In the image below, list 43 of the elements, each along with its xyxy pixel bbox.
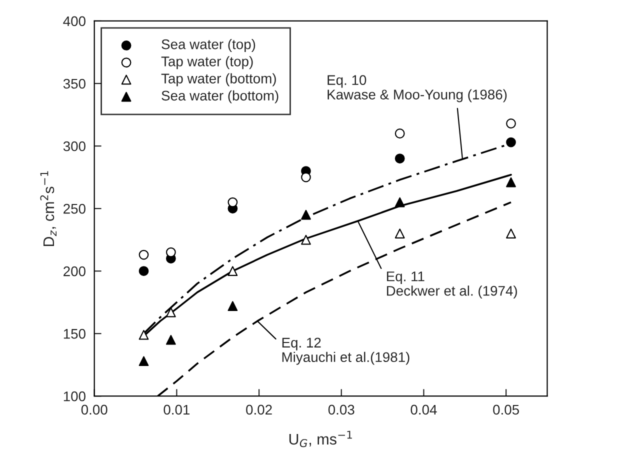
legend-label: Tap water (bottom) [161,73,276,86]
y-tick-label: 100 [64,391,86,402]
y-tick-label: 150 [64,328,86,339]
annotation: Eq. 10 Kawase & Moo-Young (1986) [328,75,507,102]
point [138,330,149,340]
point [166,247,176,258]
x-tick-label: 0.04 [410,404,437,415]
point [506,137,516,148]
point [301,210,311,220]
y-tick-label: 300 [63,141,86,152]
legend-label: Sea water (top) [162,39,256,52]
x-tick-label: 0.00 [81,404,108,415]
x-tick-label: 0.03 [328,404,354,415]
y-tick-label: 250 [64,204,86,214]
x-tick-label: 0.02 [246,404,272,415]
point [506,118,516,128]
point [301,172,311,182]
point [506,228,516,238]
point [394,197,405,208]
point [228,197,238,208]
annotation: Eq. 11 Deckwer et al. (1974) [386,272,517,299]
legend-label: Tap water (top) [161,56,253,70]
annotation: Eq. 12 Miyauchi et al.(1981) [282,338,410,365]
y-axis-title: D$_{z}$, cm$^{2}$s$^{−1}$ [40,171,57,246]
x-tick-label: 0.05 [493,404,519,415]
point [301,234,311,245]
point [166,334,176,345]
point [394,128,405,138]
legend-label: Sea water (bottom) [162,90,278,104]
point [394,228,405,238]
point [138,250,149,260]
point [228,301,238,312]
x-axis-title: U$_{G}$, ms$^{−1}$ [289,430,352,448]
point [394,154,405,164]
point [166,307,176,318]
point [138,356,149,366]
point [138,266,149,276]
y-tick-label: 200 [64,266,86,276]
x-tick-label: 0.01 [164,404,190,415]
y-tick-label: 400 [63,16,86,26]
y-tick-label: 350 [63,78,86,89]
point [506,177,516,188]
point [228,266,238,276]
